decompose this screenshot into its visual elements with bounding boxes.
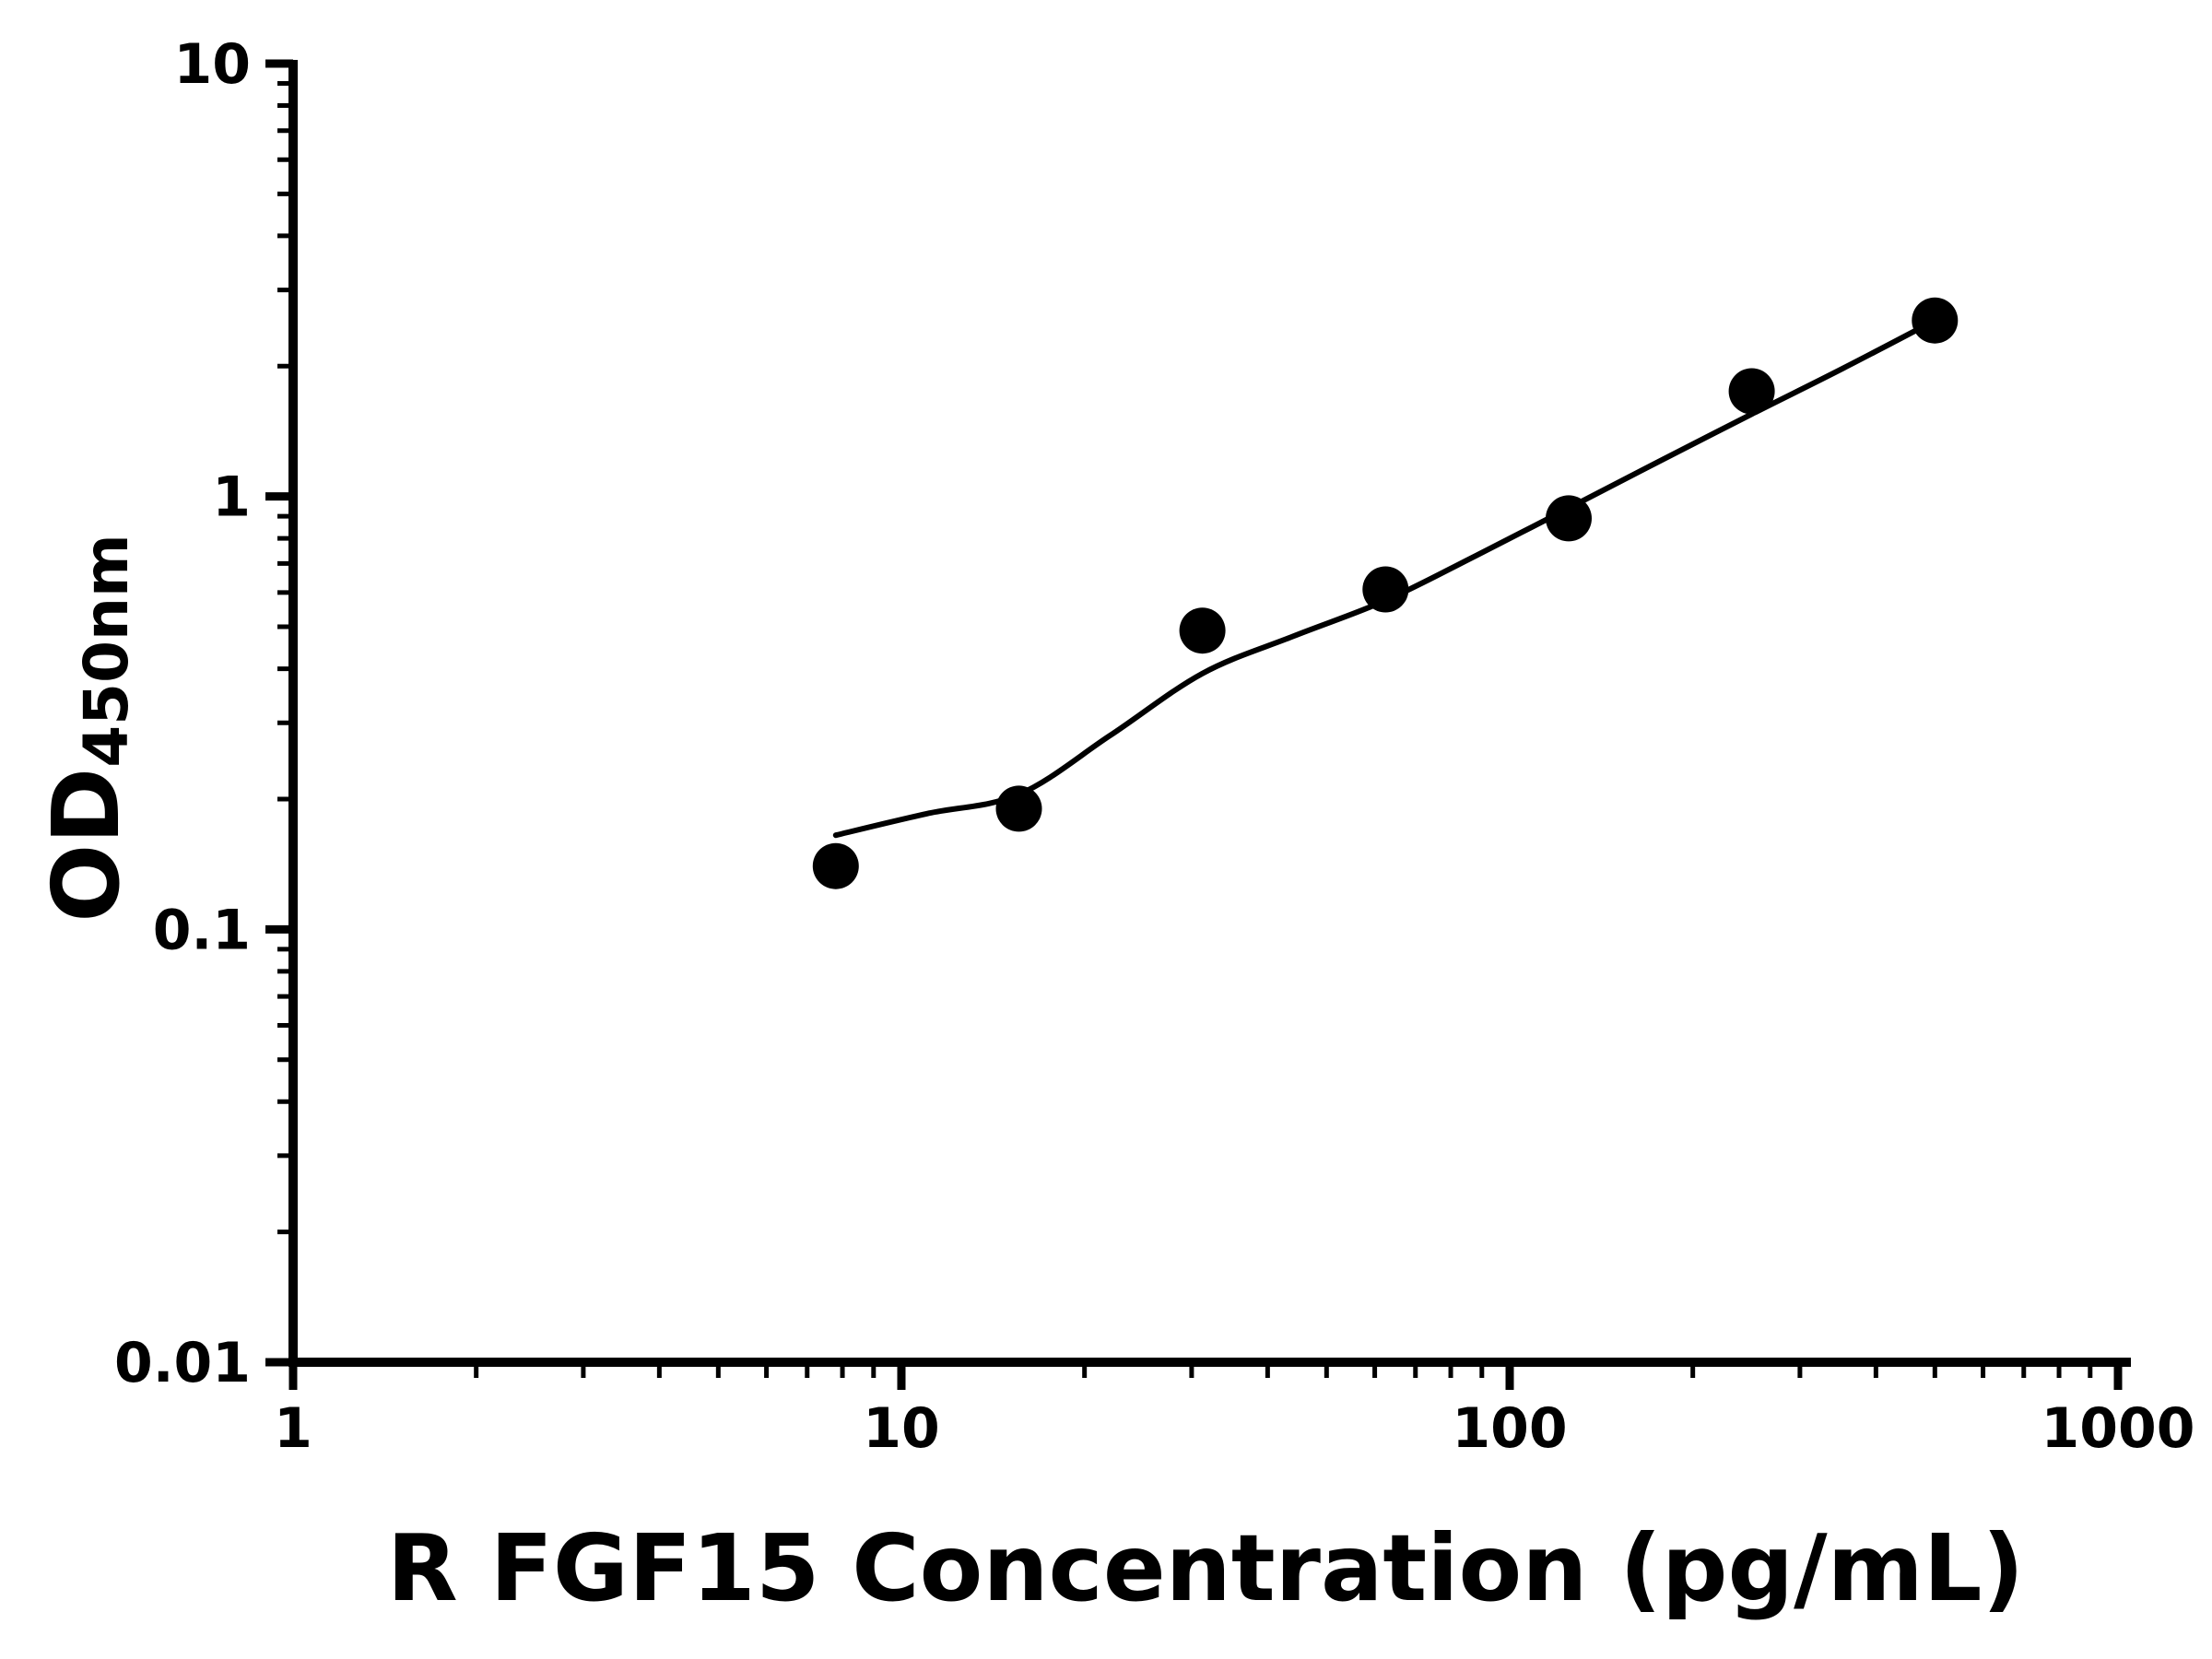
- x-tick-label: 1000: [2041, 1396, 2195, 1461]
- axis-spine: [288, 60, 2131, 1367]
- axis-ticks: [265, 59, 2123, 1390]
- x-tick-label: 1: [274, 1396, 312, 1461]
- y-tick-label: 10: [174, 32, 252, 97]
- axes: [288, 60, 2131, 1367]
- data-point: [1362, 566, 1409, 613]
- data-series: [812, 297, 1959, 889]
- data-point: [1179, 607, 1226, 654]
- data-point: [995, 785, 1042, 832]
- data-point: [1546, 495, 1592, 542]
- y-axis-title-main: OD: [32, 768, 140, 923]
- axis-tick-labels: 1 10 100 1000 0.01 0.1 1 10: [114, 32, 2195, 1461]
- data-point: [1912, 297, 1959, 344]
- data-point: [812, 842, 859, 889]
- y-tick-label: 1: [212, 465, 251, 530]
- y-tick-label: 0.01: [114, 1331, 251, 1395]
- y-axis-title: OD450nm: [32, 534, 142, 923]
- x-tick-label: 10: [863, 1396, 940, 1461]
- x-axis-title: R FGF15 Concentration (pg/mL): [387, 1514, 2024, 1622]
- y-tick-label: 0.1: [153, 898, 251, 962]
- y-axis-title-sub: 450nm: [71, 534, 142, 768]
- data-point: [1728, 368, 1775, 415]
- x-tick-label: 100: [1452, 1396, 1567, 1461]
